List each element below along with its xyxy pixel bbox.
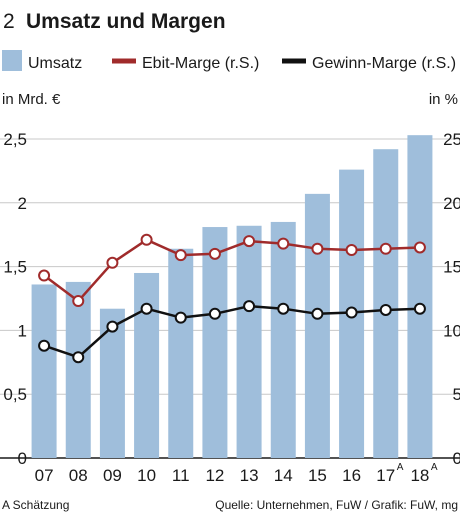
gewinn-marge-point — [277, 302, 290, 315]
gewinn-marge-point — [140, 302, 153, 315]
right-tick-label: 5 — [453, 385, 460, 404]
gewinn-marge-point — [106, 320, 119, 333]
x-tick-label: 13 — [240, 466, 259, 485]
umsatz-bars — [31, 135, 433, 459]
gewinn-marge-point — [38, 339, 51, 352]
ebit-marge-point — [277, 237, 290, 250]
left-tick-label: 2,5 — [3, 130, 27, 149]
legend-label-umsatz: Umsatz — [28, 55, 82, 72]
umsatz-bar — [304, 193, 330, 459]
left-tick-label: 0 — [18, 449, 27, 468]
x-tick-superscript: A — [431, 462, 438, 473]
legend-swatch-umsatz — [2, 50, 22, 71]
left-tick-label: 1,5 — [3, 258, 27, 277]
ebit-marge-point — [208, 247, 221, 260]
umsatz-bar — [202, 227, 228, 458]
left-tick-label: 1 — [18, 321, 27, 340]
x-tick-label: 12 — [205, 466, 224, 485]
x-tick-label: 11 — [172, 466, 190, 485]
umsatz-bar — [65, 281, 91, 458]
chart-title: Umsatz und Margen — [26, 10, 226, 33]
ebit-marge-point — [413, 241, 426, 254]
left-axis-ticks: 0 0,5 1 1,5 2 2,5 — [3, 130, 27, 468]
right-tick-label: 0 — [453, 449, 460, 468]
x-tick-label: 18 — [410, 466, 429, 485]
ebit-marge-point — [345, 244, 358, 257]
chart-number: 2 — [3, 10, 15, 33]
x-axis-ticks: 07 08 09 10 11 12 13 14 15 16 17 A 18 A — [35, 462, 438, 485]
x-tick-label: 07 — [35, 466, 54, 485]
left-tick-label: 2 — [18, 194, 27, 213]
source: Quelle: Unternehmen, FuW / Grafik: FuW, … — [215, 498, 458, 512]
legend-item-ebit-marge: Ebit-Marge (r.S.) — [112, 55, 259, 72]
x-tick-label: 17 — [376, 466, 395, 485]
umsatz-bar — [31, 284, 57, 458]
umsatz-bar — [407, 135, 433, 458]
umsatz-bar — [373, 149, 399, 458]
right-axis-ticks: 0 5 10 15 20 25 — [443, 130, 460, 468]
right-tick-label: 20 — [443, 194, 460, 213]
left-tick-label: 0,5 — [3, 385, 27, 404]
x-tick-superscript: A — [397, 462, 404, 473]
ebit-marge-point — [72, 295, 85, 308]
x-tick-label: 10 — [137, 466, 156, 485]
legend-item-gewinn-marge: Gewinn-Marge (r.S.) — [282, 55, 456, 72]
umsatz-bar — [134, 272, 160, 458]
x-tick-label: 09 — [103, 466, 122, 485]
legend-label-ebit-marge: Ebit-Marge (r.S.) — [142, 55, 259, 72]
ebit-marge-point — [140, 233, 153, 246]
left-axis-unit: in Mrd. € — [2, 91, 61, 108]
legend: Umsatz Ebit-Marge (r.S.) Gewinn-Marge (r… — [2, 50, 456, 72]
ebit-marge-point — [379, 242, 392, 255]
x-tick-label: 16 — [342, 466, 361, 485]
gewinn-marge-point — [311, 307, 324, 320]
legend-label-gewinn-marge: Gewinn-Marge (r.S.) — [312, 55, 456, 72]
x-tick-label: 14 — [274, 466, 293, 485]
ebit-marge-point — [243, 235, 256, 248]
right-axis-unit: in % — [429, 91, 458, 108]
gewinn-marge-point — [243, 300, 256, 313]
right-tick-label: 15 — [443, 258, 460, 277]
gewinn-marge-point — [174, 311, 187, 324]
umsatz-bar — [236, 225, 262, 458]
footnote: A Schätzung — [2, 498, 69, 512]
umsatz-bar — [168, 248, 194, 458]
gewinn-marge-point — [345, 306, 358, 319]
umsatz-bar — [270, 221, 296, 458]
right-tick-label: 25 — [443, 130, 460, 149]
x-tick-label: 15 — [308, 466, 327, 485]
x-tick-label: 08 — [69, 466, 88, 485]
gewinn-marge-point — [413, 302, 426, 315]
ebit-marge-point — [106, 256, 119, 269]
gewinn-marge-point — [72, 351, 85, 364]
ebit-marge-point — [38, 269, 51, 282]
title-block: 2 Umsatz und Margen — [3, 10, 226, 33]
ebit-marge-point — [174, 249, 187, 262]
gewinn-marge-point — [208, 307, 221, 320]
gewinn-marge-point — [379, 303, 392, 316]
margin-lines — [38, 233, 426, 364]
right-tick-label: 10 — [443, 321, 460, 340]
legend-item-umsatz: Umsatz — [2, 50, 82, 72]
ebit-marge-point — [311, 242, 324, 255]
